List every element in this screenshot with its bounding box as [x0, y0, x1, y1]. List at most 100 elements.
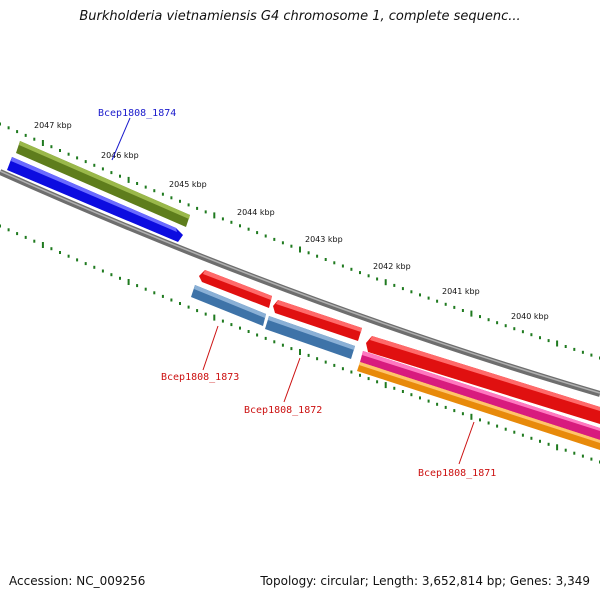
- scale-minor-tick: [221, 319, 224, 323]
- scale-minor-tick: [239, 224, 241, 228]
- scale-minor-tick: [547, 442, 550, 446]
- gene-feature-red-c[interactable]: [366, 336, 600, 424]
- scale-minor-tick: [393, 386, 396, 390]
- gene-label-bcep1808-1874[interactable]: Bcep1808_1874: [98, 108, 176, 119]
- scale-major-tick: [470, 310, 473, 317]
- scale-minor-tick: [410, 393, 413, 397]
- scale-minor-tick: [479, 418, 481, 422]
- scale-minor-tick: [496, 424, 499, 428]
- scale-tick-label: 2046 kbp: [101, 151, 139, 160]
- scale-minor-tick: [0, 224, 1, 228]
- scale-major-tick: [384, 279, 387, 286]
- scale-minor-tick: [376, 277, 379, 281]
- scale-minor-tick: [453, 409, 456, 413]
- scale-minor-tick: [110, 171, 113, 175]
- scale-minor-tick: [24, 235, 27, 239]
- scale-minor-tick: [153, 189, 156, 193]
- scale-minor-tick: [359, 373, 361, 377]
- gene-feature-red-b[interactable]: [273, 300, 362, 341]
- scale-major-tick: [41, 242, 44, 248]
- scale-major-tick: [41, 140, 44, 146]
- scale-minor-tick: [179, 302, 181, 305]
- scale-minor-tick: [350, 267, 353, 271]
- gene-label-bcep1808-1873[interactable]: Bcep1808_1873: [161, 372, 239, 383]
- scale-minor-tick: [350, 370, 353, 374]
- scale-minor-tick: [256, 231, 259, 235]
- scale-minor-tick: [16, 232, 19, 236]
- sequence-backbone-highlight: [0, 170, 600, 394]
- scale-minor-tick: [136, 182, 139, 185]
- scale-minor-tick: [367, 377, 370, 381]
- scale-major-tick: [470, 413, 473, 420]
- scale-major-tick: [384, 382, 387, 389]
- scale-minor-tick: [419, 396, 421, 400]
- scale-minor-tick: [67, 254, 70, 258]
- gene-label-bcep1808-1871[interactable]: Bcep1808_1871: [418, 468, 496, 479]
- scale-minor-tick: [590, 457, 593, 461]
- scale-minor-tick: [110, 273, 113, 277]
- scale-minor-tick: [427, 296, 430, 300]
- gene-feature-bcep1808-1872[interactable]: [265, 316, 355, 359]
- scale-minor-tick: [393, 283, 396, 287]
- scale-minor-tick: [221, 217, 224, 221]
- gene-feature-bcep1808-1874[interactable]: [7, 157, 183, 242]
- scale-minor-tick: [539, 439, 541, 443]
- label-leader-line: [458, 421, 475, 465]
- scale-major-tick: [213, 314, 216, 321]
- scale-minor-tick: [573, 347, 576, 351]
- scale-major-tick: [299, 246, 301, 253]
- scale-minor-tick: [367, 274, 370, 278]
- scale-minor-tick: [444, 405, 447, 409]
- scale-major-tick: [556, 444, 559, 451]
- scale-minor-tick: [333, 261, 336, 265]
- gene-feature-bcep1808-1873[interactable]: [191, 285, 266, 326]
- scale-minor-tick: [504, 427, 507, 431]
- scale-minor-tick: [264, 234, 267, 238]
- scale-minor-tick: [401, 287, 404, 291]
- gene-feature-bcep1808-1871[interactable]: [360, 351, 600, 440]
- scale-minor-tick: [7, 126, 10, 130]
- scale-minor-tick: [187, 203, 190, 207]
- scale-minor-tick: [401, 390, 404, 393]
- scale-minor-tick: [101, 167, 104, 171]
- scale-minor-tick: [144, 185, 147, 189]
- label-leader-line: [283, 357, 301, 403]
- scale-minor-tick: [496, 321, 499, 325]
- accession-label: Accession: NC_009256: [9, 574, 146, 588]
- scale-minor-tick: [290, 347, 293, 351]
- scale-minor-tick: [281, 343, 284, 347]
- scale-minor-tick: [324, 360, 327, 364]
- scale-minor-tick: [33, 137, 36, 141]
- sequence-backbone: [0, 169, 600, 397]
- scale-minor-tick: [24, 133, 27, 137]
- outer-scale-track: [0, 122, 600, 360]
- scale-minor-tick: [359, 271, 361, 275]
- gene-label-bcep1808-1872[interactable]: Bcep1808_1872: [244, 405, 322, 416]
- gene-feature-red-a[interactable]: [199, 270, 272, 308]
- scale-tick-label: 2042 kbp: [373, 262, 411, 271]
- scale-minor-tick: [530, 333, 533, 337]
- scale-minor-tick: [76, 156, 79, 160]
- scale-minor-tick: [230, 323, 233, 327]
- scale-major-tick: [213, 212, 216, 219]
- scale-minor-tick: [239, 326, 241, 330]
- scale-minor-tick: [461, 412, 464, 416]
- gene-feature-orange[interactable]: [357, 362, 600, 450]
- scale-major-tick: [299, 349, 301, 355]
- scale-minor-tick: [170, 298, 173, 302]
- scale-minor-tick: [307, 353, 310, 357]
- scale-minor-tick: [590, 353, 593, 357]
- scale-minor-tick: [256, 333, 259, 337]
- scale-minor-tick: [84, 262, 87, 266]
- scale-minor-tick: [573, 451, 576, 455]
- scale-minor-tick: [504, 324, 507, 328]
- scale-major-tick: [556, 340, 559, 347]
- scale-minor-tick: [7, 228, 10, 232]
- scale-minor-tick: [513, 430, 516, 434]
- scale-minor-tick: [50, 145, 53, 149]
- scale-minor-tick: [487, 318, 490, 322]
- scale-minor-tick: [50, 247, 53, 251]
- scale-minor-tick: [247, 330, 250, 333]
- scale-minor-tick: [179, 199, 181, 203]
- gene-feature-olive[interactable]: [16, 141, 190, 227]
